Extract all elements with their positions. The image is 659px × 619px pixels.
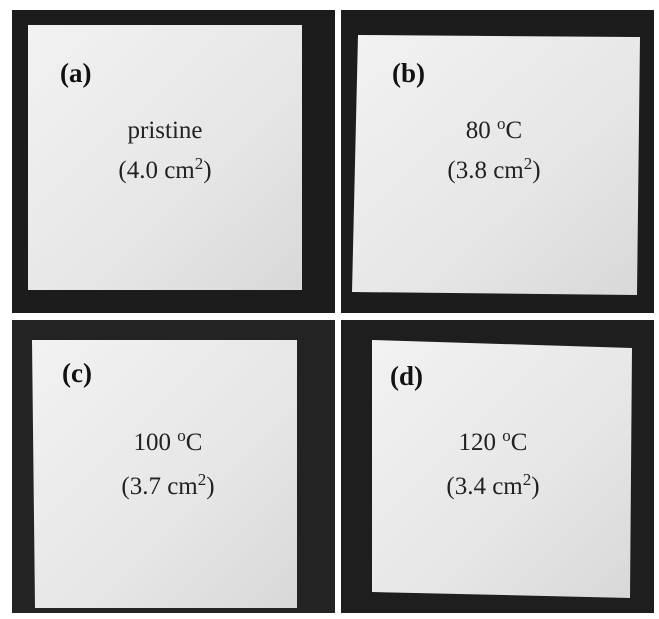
condition-part: 120 bbox=[459, 429, 503, 456]
superscript: 2 bbox=[195, 154, 204, 173]
condition: 100 oC bbox=[134, 426, 203, 456]
panel-label: (d) bbox=[390, 361, 423, 391]
superscript: 2 bbox=[198, 470, 207, 489]
area-part: ) bbox=[203, 157, 211, 184]
condition-part: 80 bbox=[466, 117, 497, 144]
area-part: (3.4 cm bbox=[446, 473, 523, 500]
condition-part: C bbox=[186, 429, 203, 456]
area-part: ) bbox=[532, 157, 540, 184]
page: (a)pristine(4.0 cm2)(b)80 oC(3.8 cm2)(c)… bbox=[0, 0, 659, 619]
superscript: o bbox=[177, 426, 186, 445]
panel-label: (b) bbox=[392, 58, 425, 88]
condition-part: C bbox=[506, 117, 523, 144]
area-part: (3.7 cm bbox=[121, 473, 198, 500]
condition: 80 oC bbox=[466, 114, 522, 144]
superscript: o bbox=[497, 114, 506, 133]
superscript: 2 bbox=[523, 470, 532, 489]
panel-label: (c) bbox=[62, 358, 92, 388]
superscript: 2 bbox=[524, 154, 533, 173]
panel-label: (a) bbox=[60, 58, 91, 88]
area-part: ) bbox=[206, 473, 214, 500]
superscript: o bbox=[502, 426, 511, 445]
figure: (a)pristine(4.0 cm2)(b)80 oC(3.8 cm2)(c)… bbox=[0, 0, 659, 619]
area-part: ) bbox=[531, 473, 539, 500]
condition-part: 100 bbox=[134, 429, 178, 456]
area-part: (3.8 cm bbox=[447, 157, 524, 184]
condition-part: C bbox=[511, 429, 528, 456]
condition: pristine bbox=[128, 117, 203, 144]
condition-part: pristine bbox=[128, 117, 203, 144]
condition: 120 oC bbox=[459, 426, 528, 456]
area-part: (4.0 cm bbox=[118, 157, 195, 184]
